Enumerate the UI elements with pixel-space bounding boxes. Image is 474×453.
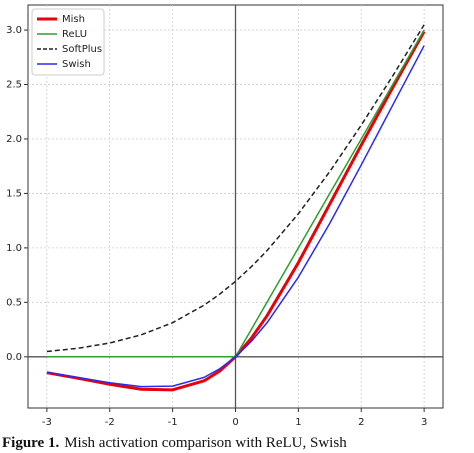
y-tick-label: 2.0: [6, 134, 22, 145]
y-tick-label: 3.0: [6, 25, 22, 36]
x-tick-label: -1: [168, 417, 178, 428]
legend: Mish ReLU SoftPlus Swish: [31, 8, 105, 76]
legend-label: Mish: [62, 14, 85, 25]
x-tick-label: 3: [421, 417, 427, 428]
x-tick-label: -3: [42, 417, 52, 428]
y-tick-label: 1.0: [6, 243, 22, 254]
caption: Figure 1. Mish activation comparison with…: [2, 435, 347, 451]
y-tick-label: 0.0: [6, 352, 22, 363]
legend-label: Swish: [62, 59, 91, 70]
line-series: [46, 45, 425, 388]
x-tick-label: -2: [105, 417, 115, 428]
legend-box: [31, 8, 105, 76]
x-tick-label: 0: [232, 417, 238, 428]
y-tick-label: 1.5: [6, 188, 22, 199]
caption-label: Figure 1.: [2, 435, 59, 451]
x-tick-label: 1: [295, 417, 301, 428]
legend-label: SoftPlus: [62, 44, 102, 55]
x-tick-label: 2: [358, 417, 364, 428]
y-tick-label: 2.5: [6, 80, 22, 91]
line-series: [46, 24, 425, 353]
legend-label: ReLU: [62, 29, 87, 40]
caption-text: Mish activation comparison with ReLU, Sw…: [64, 435, 347, 451]
y-tick-label: 0.5: [6, 297, 22, 308]
